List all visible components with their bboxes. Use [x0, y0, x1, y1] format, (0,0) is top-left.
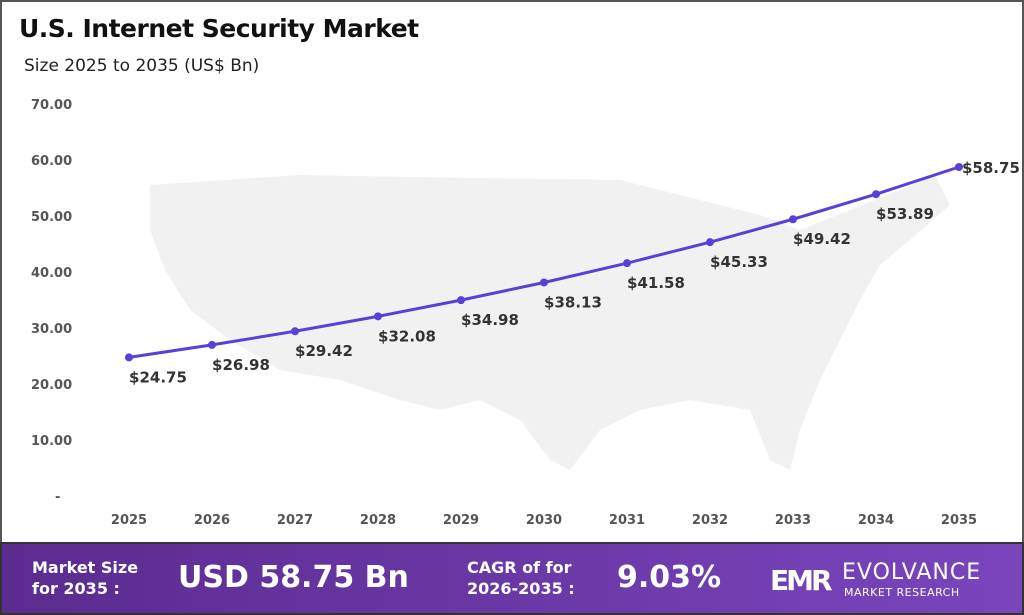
y-tick-label: 10.00 — [31, 434, 72, 449]
data-point — [374, 312, 382, 321]
chart-subtitle: Size 2025 to 2035 (US$ Bn) — [24, 56, 260, 76]
y-tick-label: 70.00 — [31, 98, 72, 113]
data-label: $58.75 — [962, 159, 1020, 177]
data-point — [872, 190, 880, 199]
data-point — [125, 353, 133, 362]
data-point — [955, 163, 963, 171]
data-point — [291, 327, 299, 336]
y-tick-label: 50.00 — [31, 210, 72, 225]
x-tick-label: 2031 — [609, 513, 645, 528]
footer-banner: Market Size for 2035 : USD 58.75 Bn CAGR… — [0, 542, 1024, 615]
line-chart: - 10.00 20.00 30.00 40.00 50.00 60.00 70.00 202… — [31, 98, 1020, 528]
data-label: $29.42 — [295, 342, 353, 360]
data-point — [623, 259, 631, 268]
logo-sub: MARKET RESEARCH — [844, 586, 960, 599]
data-point — [540, 278, 548, 287]
market-size-label-line2: for 2035 : — [32, 579, 120, 598]
data-label: $26.98 — [212, 356, 270, 374]
y-tick-label: 30.00 — [31, 322, 72, 337]
x-tick-label: 2032 — [692, 513, 728, 528]
market-size-value: USD 58.75 Bn — [178, 560, 409, 595]
logo-name: EVOLVANCE — [842, 560, 982, 585]
market-size-label-line1: Market Size — [32, 558, 139, 577]
cagr-label: CAGR of for 2026-2035 : — [467, 557, 575, 599]
data-label: $38.13 — [544, 293, 602, 311]
cagr-value: 9.03% — [617, 560, 722, 595]
us-map-silhouette — [150, 175, 950, 470]
data-label: $34.98 — [461, 311, 519, 329]
data-point — [457, 296, 465, 305]
x-tick-label: 2033 — [775, 513, 811, 528]
cagr-label-line2: 2026-2035 : — [467, 579, 575, 598]
x-tick-label: 2028 — [360, 513, 396, 528]
x-tick-label: 2029 — [443, 513, 479, 528]
x-tick-label: 2025 — [111, 513, 147, 528]
data-point — [706, 238, 714, 247]
data-point — [789, 215, 797, 224]
y-tick-label: - — [55, 490, 60, 505]
x-tick-label: 2034 — [858, 513, 894, 528]
data-label: $53.89 — [876, 205, 934, 223]
x-tick-label: 2026 — [194, 513, 230, 528]
chart-title: U.S. Internet Security Market — [19, 14, 419, 43]
data-label: $49.42 — [793, 230, 851, 248]
logo-mark: EMR — [770, 564, 833, 597]
data-point — [208, 340, 216, 349]
y-tick-label: 40.00 — [31, 266, 72, 281]
x-tick-label: 2030 — [526, 513, 562, 528]
market-size-label: Market Size for 2035 : — [32, 557, 138, 599]
y-tick-label: 60.00 — [31, 154, 72, 169]
x-tick-label: 2027 — [277, 513, 313, 528]
x-tick-label: 2035 — [941, 513, 977, 528]
y-tick-label: 20.00 — [31, 378, 72, 393]
data-label: $45.33 — [710, 253, 768, 271]
cagr-label-line1: CAGR of for — [467, 558, 572, 577]
data-label: $24.75 — [129, 368, 187, 386]
data-label: $41.58 — [627, 274, 685, 292]
data-label: $32.08 — [378, 327, 436, 345]
